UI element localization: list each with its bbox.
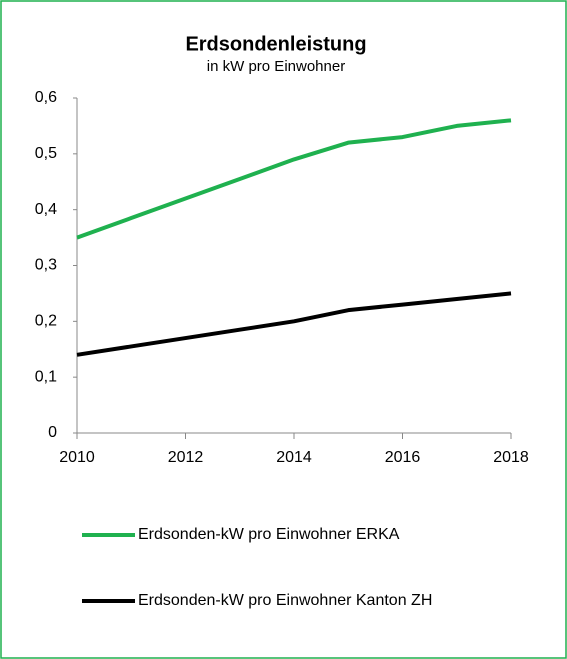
legend-label: Erdsonden-kW pro Einwohner ERKA (138, 526, 400, 543)
chart-title: Erdsondenleistung (185, 33, 366, 55)
series-line (76, 118, 512, 240)
x-tick-label: 2016 (385, 449, 421, 466)
x-tick-label: 2014 (276, 449, 312, 466)
y-tick-label: 0,3 (35, 257, 57, 274)
legend-label: Erdsonden-kW pro Einwohner Kanton ZH (138, 592, 432, 609)
y-tick-label: 0,6 (35, 89, 57, 106)
y-tick-label: 0,1 (35, 368, 57, 385)
chart-subtitle: in kW pro Einwohner (207, 58, 345, 75)
series-line (76, 291, 512, 357)
x-tick-label: 2010 (59, 449, 95, 466)
y-tick-label: 0,2 (35, 313, 57, 330)
y-tick-label: 0,4 (35, 201, 57, 218)
x-tick-label: 2018 (493, 449, 529, 466)
y-tick-label: 0 (48, 424, 57, 441)
y-tick-label: 0,5 (35, 145, 57, 162)
x-tick-label: 2012 (168, 449, 204, 466)
